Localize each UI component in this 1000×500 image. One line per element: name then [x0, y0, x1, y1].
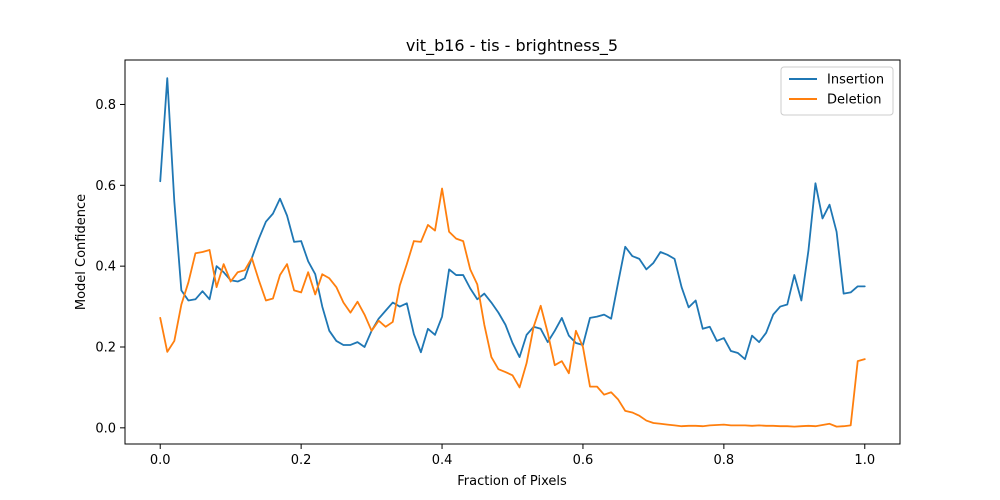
series-layer — [159, 77, 866, 428]
x-tick-label: 0.0 — [150, 453, 171, 468]
x-tick-label: 0.4 — [432, 453, 453, 468]
series-line-insertion — [159, 77, 866, 361]
legend-label-insertion: Insertion — [827, 73, 884, 88]
legend-label-deletion: Deletion — [827, 93, 882, 108]
y-tick-label: 0.0 — [95, 421, 116, 436]
x-tick-label: 0.8 — [714, 453, 735, 468]
x-axis-label: Fraction of Pixels — [457, 474, 567, 489]
legend: Insertion Deletion — [780, 66, 894, 116]
x-tick-label: 0.2 — [291, 453, 312, 468]
y-tick-label: 0.6 — [95, 179, 116, 194]
y-tick-label: 0.2 — [95, 340, 116, 355]
y-tick-label: 0.4 — [95, 260, 116, 275]
axes-frame — [124, 59, 901, 445]
y-axis-label: Model Confidence — [74, 194, 89, 310]
y-tick-label: 0.8 — [95, 98, 116, 113]
x-axis: 0.0 0.2 0.4 0.6 0.8 1.0 — [150, 444, 875, 468]
x-tick-label: 1.0 — [854, 453, 875, 468]
series-line-deletion — [159, 187, 866, 428]
y-axis: 0.0 0.2 0.4 0.6 0.8 — [95, 98, 125, 436]
chart-title: vit_b16 - tis - brightness_5 — [406, 36, 618, 56]
x-tick-label: 0.6 — [573, 453, 594, 468]
